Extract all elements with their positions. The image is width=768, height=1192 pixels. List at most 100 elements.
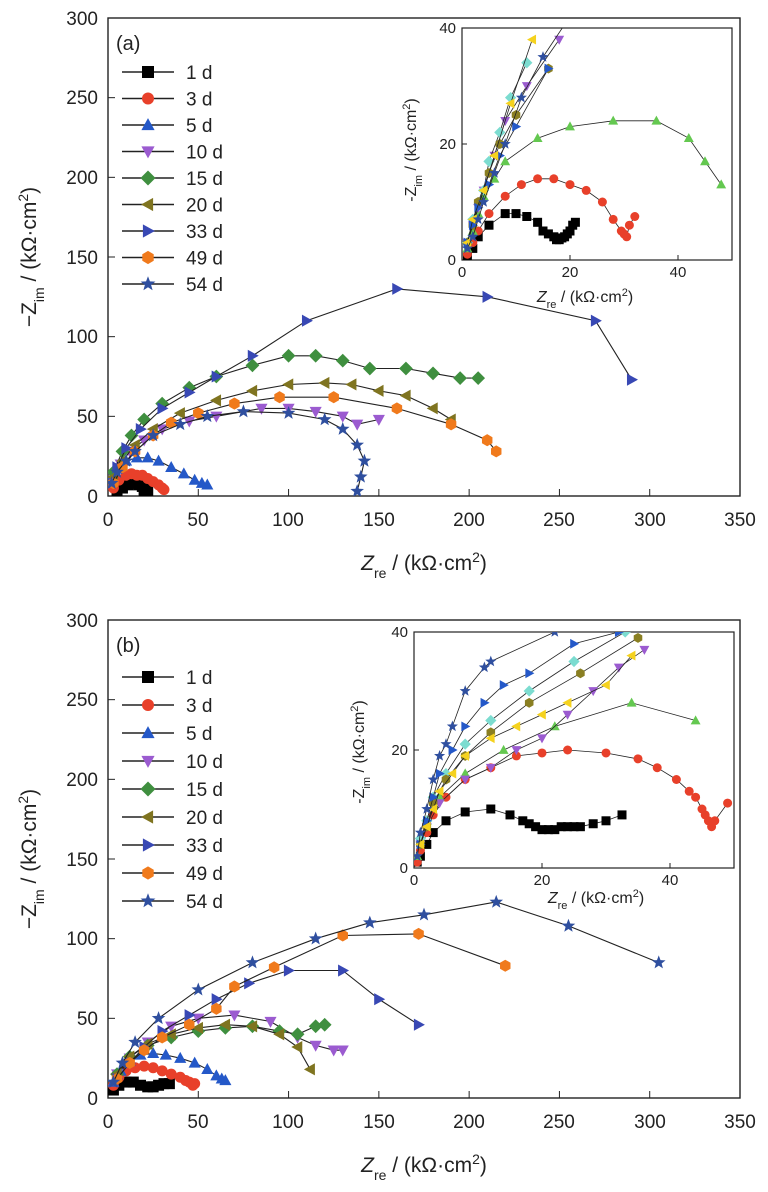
- panel-b-legend: 1 d 3 d 5 d 10 d 15 d 20 d 33 d 49 d 54 d: [122, 668, 223, 913]
- panel-b-legend-marker-5d: [141, 726, 155, 739]
- panel-b-legend-label-5d: 5 d: [186, 724, 212, 745]
- panel-a-point-20d-4: [173, 407, 185, 420]
- panel-b-inset-point-15d-6: [523, 685, 535, 697]
- panel-a-point-54d-2: [119, 453, 133, 467]
- panel-b-inset-point-33d-4: [448, 745, 458, 755]
- panel-a-inset-point-5d-12: [716, 179, 727, 189]
- panel-b-inset-point-54d-8: [478, 661, 490, 673]
- panel-b-point-5d-6: [174, 1051, 187, 1063]
- panel-b-inset-point-15d-7: [568, 655, 580, 668]
- panel-a-inset-point-49d-3: [489, 150, 499, 161]
- panel-a-ytick-6: 300: [66, 9, 98, 30]
- panel-b-data-area: [108, 894, 666, 1096]
- panel-a-ytick-3: 150: [66, 248, 98, 269]
- panel-b-inset-point-3d-14: [684, 786, 694, 796]
- panel-b-point-49d-3: [156, 1031, 168, 1044]
- panel-b-legend-label-20d: 20 d: [186, 808, 223, 829]
- panel-b-inset-point-1d-9: [524, 819, 534, 829]
- panel-b-point-54d-6: [308, 931, 323, 945]
- panel-b-point-54d-1: [115, 1055, 130, 1069]
- panel-b-inset-point-5d-7: [626, 697, 637, 707]
- panel-b-legend-label-33d: 33 d: [186, 836, 223, 857]
- panel-a-inset-point-33d-5: [512, 121, 522, 132]
- panel-a-point-5d-5: [152, 454, 165, 466]
- panel-a-legend-marker-5d: [141, 118, 155, 131]
- panel-a-point-33d-11: [590, 314, 602, 327]
- panel-b-inset-point-1d-20: [617, 810, 627, 820]
- panel-a-point-20d-7: [282, 378, 294, 391]
- panel-a-inset-point-33d-6: [544, 63, 554, 74]
- panel-a-inset-point-5d-7: [565, 121, 575, 131]
- panel-a-point-33d-7: [247, 349, 259, 362]
- panel-a-point-33d-2: [121, 442, 133, 455]
- panel-a-point-54d-9: [317, 412, 332, 426]
- panel-a-point-10d-11: [351, 419, 364, 431]
- panel-a-xtick-6: 300: [634, 510, 666, 531]
- panel-b-inset-point-49d-6: [485, 733, 495, 744]
- panel-a-point-20d-12: [426, 402, 438, 415]
- panel-a-inset-point-1d-5: [511, 209, 521, 219]
- panel-b-inset-point-20d-6: [524, 697, 534, 708]
- panel-a-inset-point-54d-0: [462, 242, 473, 254]
- panel-b-inset-series-line-49d: [420, 655, 632, 845]
- panel-b-inset-point-33d-1: [422, 815, 432, 826]
- panel-a-point-15d-8: [281, 348, 296, 363]
- panel-a-point-15d-2: [124, 428, 139, 443]
- panel-a-point-49d-4: [165, 416, 177, 429]
- panel-b-inset-point-49d-3: [434, 786, 444, 797]
- panel-a-point-15d-12: [399, 361, 413, 376]
- panel-a-x-axis-title: Zre / (kΩ·cm2): [360, 549, 487, 581]
- panel-a-inset-point-1d-16: [565, 226, 575, 236]
- panel-a-legend: 1 d 3 d 5 d 10 d 15 d 20 d 33 d 49 d 54 d: [122, 63, 223, 296]
- panel-a-inset-point-1d-6: [522, 212, 532, 221]
- panel-b-inset-point-1d-13: [550, 825, 560, 835]
- panel-b-inset-point-33d-10: [614, 632, 624, 637]
- panel-a-inset-point-3d-14: [622, 232, 632, 242]
- panel-a-point-49d-9: [391, 402, 403, 415]
- panel-a-point-20d-9: [345, 378, 357, 391]
- panel-b-y-ticks: 0 50 100 150 200 250 300: [66, 611, 98, 1110]
- panel-a-legend-marker-3d: [142, 92, 154, 105]
- panel-b-legend-marker-49d: [142, 866, 154, 880]
- panel-b-inset-point-1d-7: [505, 810, 515, 820]
- panel-b-point-5d-7: [188, 1056, 201, 1068]
- panel-a-legend-label-20d: 20 d: [186, 196, 223, 217]
- panel-b-inset-point-3d-13: [671, 775, 681, 784]
- panel-a-point-33d-9: [392, 282, 404, 295]
- panel-b-point-1d-2: [120, 1076, 132, 1088]
- panel-b-ytick-5: 250: [66, 690, 98, 711]
- panel-a-xtick-4: 200: [453, 510, 485, 531]
- panel-b-inset-point-15d-5: [485, 714, 497, 727]
- panel-a-inset-plot: [461, 27, 727, 261]
- panel-b: (b) 0 50 100 150 200 250 300 350 0 50 10…: [15, 611, 756, 1183]
- panel-b-legend-marker-33d: [142, 838, 155, 852]
- panel-b-point-49d-1: [124, 1056, 135, 1069]
- panel-b-legend-marker-10d: [141, 755, 155, 768]
- panel-a-point-15d-10: [335, 353, 350, 368]
- panel-a-inset-point-5d-9: [651, 115, 662, 125]
- panel-b-inset-point-1d-14: [556, 822, 566, 832]
- panel-a-point-5d-8: [188, 473, 201, 485]
- panel-b-inset-point-54d-5: [440, 738, 452, 749]
- panel-b-point-3d-6: [156, 1065, 168, 1077]
- panel-b-inset-point-1d-11: [537, 825, 547, 835]
- panel-a-legend-label-3d: 3 d: [186, 90, 212, 111]
- panel-b-inset-point-5d-6: [549, 721, 560, 731]
- panel-a-inset-point-15d-6: [521, 57, 533, 69]
- panel-a-point-15d-13: [426, 366, 440, 381]
- panel-b-ytick-6: 300: [66, 611, 98, 632]
- panel-a-inset-point-3d-9: [581, 185, 591, 195]
- panel-b-inset-point-33d-5: [461, 721, 471, 732]
- panel-b-legend-label-10d: 10 d: [186, 752, 223, 773]
- panel-a-inset-point-54d-7: [537, 51, 549, 62]
- panel-b-inset-frame: [413, 631, 735, 869]
- panel-b-inset-point-54d-3: [427, 773, 439, 785]
- panel-a-legend-label-1d: 1 d: [186, 63, 212, 84]
- panel-a-inset-point-20d-4: [495, 139, 505, 149]
- panel-b-point-5d-11: [219, 1074, 232, 1086]
- panel-b-point-49d-5: [211, 1002, 222, 1015]
- panel-b-xtick-7: 350: [724, 1112, 756, 1133]
- panel-b-point-1d-9: [163, 1078, 175, 1090]
- panel-b-point-20d-6: [246, 1020, 258, 1033]
- panel-a-point-33d-10: [482, 290, 494, 303]
